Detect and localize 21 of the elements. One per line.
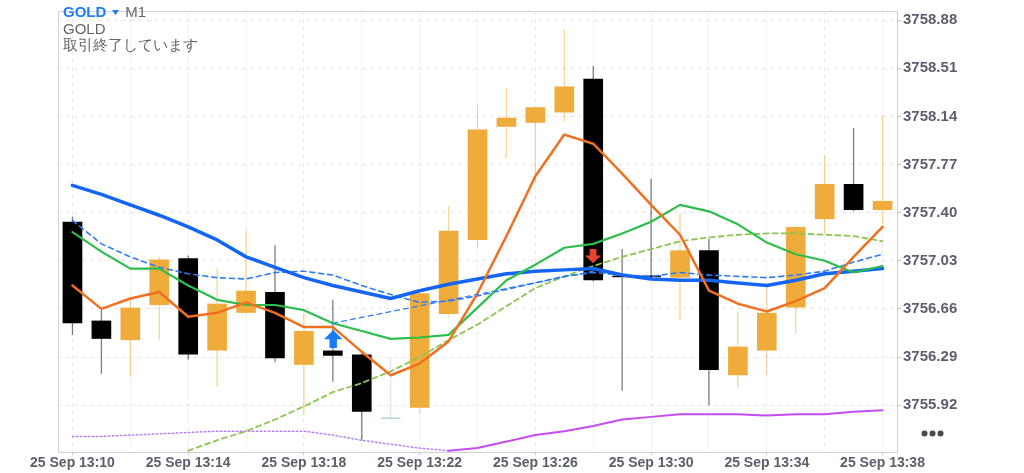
chart-subtitle: M1 xyxy=(125,3,147,20)
y-tick-label: 3756.29 xyxy=(903,347,958,365)
y-tick-label: 3758.51 xyxy=(903,58,958,76)
x-tick-label: 25 Sep 13:34 xyxy=(724,454,810,471)
x-tick-label: 25 Sep 13:18 xyxy=(261,454,347,471)
y-tick-label: 3755.92 xyxy=(903,395,958,413)
annotation: GOLD xyxy=(63,19,107,37)
x-tick-label: 25 Sep 13:38 xyxy=(840,454,926,471)
annotation: 取引終了しています xyxy=(63,36,198,54)
y-tick-label: 3756.66 xyxy=(903,299,958,317)
x-tick-label: 25 Sep 13:22 xyxy=(377,454,463,471)
x-tick-label: 25 Sep 13:10 xyxy=(30,454,116,471)
y-tick-label: 3757.03 xyxy=(903,250,958,268)
chart-title: GOLD xyxy=(63,3,107,20)
x-tick-label: 25 Sep 13:30 xyxy=(608,454,694,471)
y-tick-label: 3757.77 xyxy=(903,154,958,172)
y-tick-label: 3758.14 xyxy=(903,106,958,124)
y-tick-label: 3757.40 xyxy=(903,202,958,220)
x-tick-label: 25 Sep 13:14 xyxy=(145,454,231,471)
y-tick-label: 3758.88 xyxy=(903,10,958,28)
x-tick-label: 25 Sep 13:26 xyxy=(492,454,578,471)
